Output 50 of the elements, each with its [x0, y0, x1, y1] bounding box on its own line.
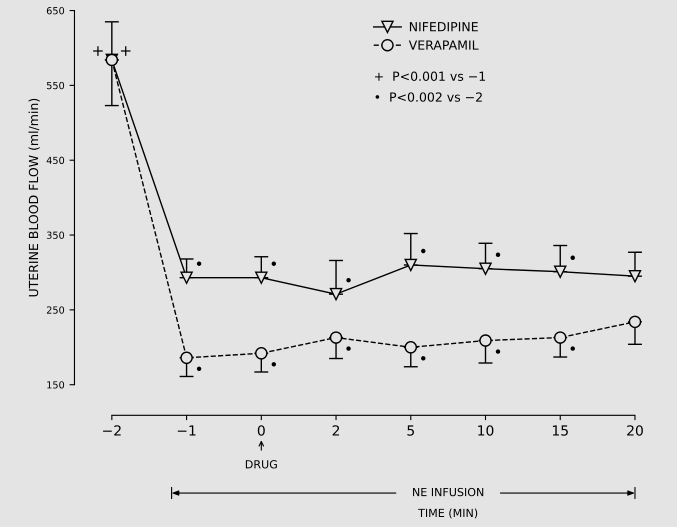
annotation: • — [196, 366, 202, 372]
annotation: + P<0.001 vs −1 — [375, 71, 486, 81]
annotation: + — [93, 46, 103, 56]
point — [255, 347, 268, 360]
y-tick-label: 350 — [46, 232, 64, 239]
point — [330, 288, 342, 300]
y-tick-label: 450 — [46, 156, 64, 164]
point — [554, 331, 566, 344]
annotation: • — [272, 262, 276, 266]
annotation: • P<0.002 vs −2 — [376, 92, 482, 102]
legend-label: NIFEDIPINE — [410, 22, 478, 32]
annotation: • — [496, 252, 500, 257]
text: TIME (MIN) — [418, 508, 478, 518]
point — [628, 316, 642, 328]
point — [554, 265, 566, 278]
point — [255, 271, 268, 284]
point — [404, 258, 418, 272]
point — [628, 270, 642, 282]
x-tick-label: −1 — [178, 425, 196, 436]
x-tick-label: 10 — [478, 425, 494, 436]
point — [479, 262, 492, 275]
y-tick-label: 550 — [46, 82, 64, 90]
point — [330, 331, 342, 344]
annotation: • — [196, 262, 202, 266]
legend-label: VERAPAMIL — [408, 40, 479, 50]
text: NE INFUSION — [413, 488, 484, 496]
x-tick-label: 5 — [407, 425, 414, 436]
annotation: • — [496, 349, 500, 354]
y-axis-title: UTERINE BLOOD FLOW (ml/min) — [28, 98, 40, 296]
annotation: • — [346, 278, 351, 282]
point — [180, 271, 193, 284]
y-tick-label: 250 — [46, 306, 64, 314]
annotation: + — [120, 46, 131, 56]
annotation: • — [570, 256, 575, 260]
x-tick-label: 15 — [552, 425, 568, 436]
point — [479, 334, 492, 347]
y-tick-label: 150 — [47, 381, 64, 389]
x-tick-label: 0 — [258, 425, 265, 436]
y-tick-label: 650 — [46, 7, 64, 14]
annotation: DRUG — [246, 460, 277, 468]
annotation: • — [346, 346, 351, 351]
annotation: • — [421, 248, 426, 254]
x-tick-label: 20 — [627, 425, 643, 436]
point — [404, 341, 418, 354]
x-tick-label: 2 — [332, 425, 340, 436]
x-tick-label: −2 — [103, 425, 121, 436]
annotation: • — [272, 362, 276, 367]
point — [180, 352, 193, 364]
annotation: • — [570, 346, 575, 351]
annotation: • — [421, 356, 426, 361]
